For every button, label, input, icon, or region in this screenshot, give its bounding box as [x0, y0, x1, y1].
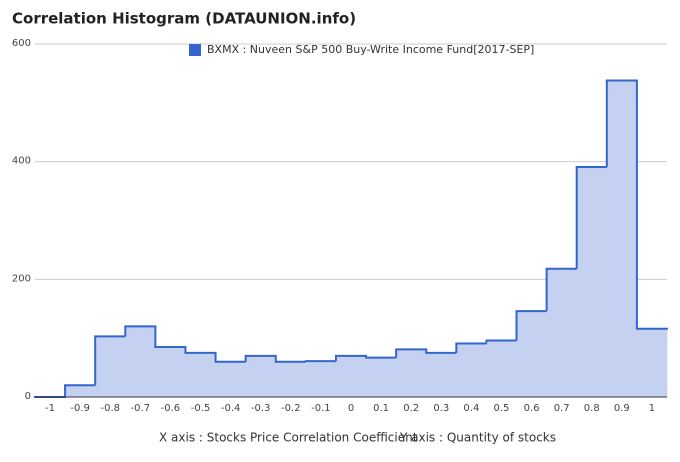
x-tick-label: 0	[348, 403, 354, 414]
area-step	[516, 311, 547, 397]
area-step	[275, 361, 307, 397]
x-tick-label: -0.9	[70, 403, 90, 414]
x-tick-label: -0.2	[281, 403, 301, 414]
area-step	[155, 346, 186, 397]
y-axis-title: Y axis : Quantity of stocks	[399, 431, 556, 445]
chart-title: Correlation Histogram (DATAUNION.info)	[12, 10, 356, 28]
x-tick-label: -0.1	[311, 403, 331, 414]
x-tick-label: 1	[649, 403, 655, 414]
area-step	[576, 166, 608, 397]
area-step	[335, 355, 367, 397]
x-tick-label: -0.4	[221, 403, 241, 414]
area-step	[546, 268, 578, 397]
x-tick-label: 0.4	[463, 403, 479, 414]
area-step	[606, 80, 638, 397]
area-step	[456, 343, 487, 397]
x-tick-label: 0.7	[554, 403, 570, 414]
x-tick-label: 0.5	[494, 403, 510, 414]
x-tick-label: -0.5	[191, 403, 211, 414]
legend-label: BXMX : Nuveen S&P 500 Buy-Write Income F…	[207, 43, 534, 56]
y-tick-label: 600	[12, 38, 31, 49]
area-step	[95, 336, 126, 397]
area-step	[366, 357, 397, 397]
x-tick-label: 0.2	[403, 403, 419, 414]
x-tick-label: 0.6	[524, 403, 540, 414]
area-step	[245, 355, 277, 397]
area-step	[636, 328, 668, 397]
area-step	[305, 361, 337, 397]
x-tick-label: -0.6	[161, 403, 181, 414]
x-tick-label: 0.3	[433, 403, 449, 414]
x-tick-label: -0.7	[131, 403, 151, 414]
x-tick-label: -0.3	[251, 403, 271, 414]
x-tick-label: -1	[45, 403, 55, 414]
x-tick-label: 0.1	[373, 403, 389, 414]
area-step	[185, 352, 216, 397]
area-step	[486, 340, 517, 397]
x-tick-label: 0.8	[584, 403, 600, 414]
area-step	[125, 326, 156, 397]
area-step	[426, 352, 457, 397]
x-axis-title: X axis : Stocks Price Correlation Coeffi…	[159, 431, 418, 445]
x-tick-label: -0.8	[100, 403, 120, 414]
area-step	[215, 361, 246, 397]
y-tick-label: 200	[12, 273, 31, 284]
y-tick-label: 400	[12, 156, 31, 167]
y-tick-label: 0	[25, 391, 31, 402]
legend-swatch	[189, 44, 201, 56]
area-step	[396, 349, 427, 397]
area-step	[65, 385, 96, 397]
x-tick-label: 0.9	[614, 403, 630, 414]
